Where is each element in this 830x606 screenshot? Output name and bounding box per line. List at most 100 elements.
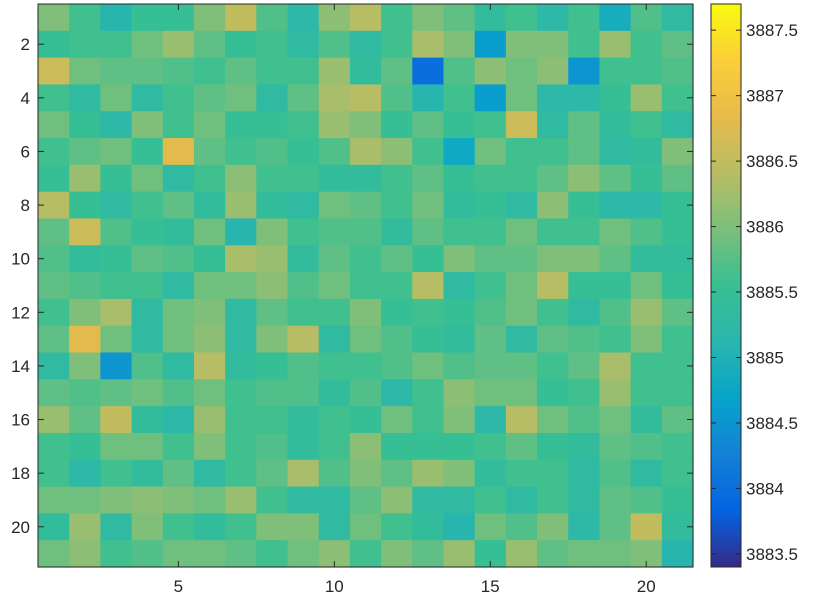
colorbar-segment	[711, 389, 741, 393]
heatmap-cell	[443, 218, 476, 246]
heatmap-cell	[443, 432, 476, 461]
heatmap-cell	[443, 379, 476, 407]
heatmap-cell	[599, 540, 632, 568]
heatmap-cell	[318, 352, 351, 380]
y-axis-ticks: 2 4 6 8 10 12 14 16 18 20	[11, 35, 693, 537]
heatmap-cell	[412, 352, 445, 380]
colorbar-segment	[711, 350, 741, 354]
colorbar-segment	[711, 533, 741, 537]
colorbar-segment	[711, 139, 741, 143]
heatmap-cell	[661, 4, 694, 32]
heatmap-cell	[69, 111, 101, 139]
heatmap-cell	[599, 111, 632, 139]
colorbar-segment	[711, 181, 741, 185]
heatmap-cell	[287, 486, 320, 514]
colorbar-segment	[711, 150, 741, 154]
colorbar-segment	[711, 49, 741, 53]
heatmap-cell	[318, 191, 351, 220]
colorbar-segment	[711, 510, 741, 515]
colorbar-segment	[711, 519, 741, 523]
colorbar-segment	[711, 63, 741, 67]
heatmap-cell	[381, 138, 413, 166]
colorbar-segment	[711, 125, 741, 129]
colorbar-segment	[711, 429, 741, 433]
colorbar-segment	[711, 94, 741, 98]
colorbar-segment	[711, 96, 741, 101]
heatmap-cell	[69, 30, 101, 59]
heatmap-cell	[505, 30, 538, 59]
x-tick-label: 10	[325, 577, 344, 596]
heatmap-cell	[474, 459, 507, 488]
heatmap-cell	[349, 4, 382, 32]
colorbar-segment	[711, 468, 741, 472]
colorbar-segment	[711, 257, 741, 261]
heatmap-cell	[630, 30, 663, 59]
heatmap-cell	[568, 352, 601, 380]
colorbar-segment	[711, 524, 741, 529]
heatmap-cell	[69, 486, 101, 514]
heatmap-cell	[287, 245, 320, 273]
heatmap-cell	[131, 57, 164, 86]
heatmap-cell	[100, 486, 133, 514]
heatmap-cell	[505, 432, 538, 461]
heatmap-cell	[505, 57, 538, 86]
heatmap-cell	[412, 30, 445, 59]
heatmap-cell	[474, 84, 507, 112]
colorbar-segment	[711, 372, 741, 377]
heatmap-cell	[318, 325, 351, 354]
colorbar-segment	[711, 367, 741, 371]
heatmap-cell	[381, 406, 413, 434]
heatmap-cell	[661, 111, 694, 139]
colorbar-segment	[711, 341, 741, 346]
heatmap-cell	[162, 459, 195, 488]
heatmap-cell	[537, 459, 569, 488]
heatmap-cell	[412, 486, 445, 514]
heatmap-cell	[630, 486, 663, 514]
heatmap-cell	[38, 432, 70, 461]
heatmap-cell	[287, 138, 320, 166]
heatmap-cell	[131, 540, 164, 568]
heatmap-cell	[287, 57, 320, 86]
colorbar-segment	[711, 243, 741, 247]
heatmap-cell	[131, 138, 164, 166]
heatmap-cell	[162, 57, 195, 86]
heatmap-cell	[225, 379, 257, 407]
colorbar-segment	[711, 54, 741, 58]
colorbar-segment	[711, 507, 741, 512]
heatmap-cell	[287, 379, 320, 407]
heatmap-cell	[381, 245, 413, 273]
colorbar-segment	[711, 564, 741, 568]
colorbar-segment	[711, 170, 741, 174]
heatmap-cell	[287, 164, 320, 193]
heatmap-cell	[661, 272, 694, 300]
colorbar-segment	[711, 167, 741, 171]
heatmap-cell	[69, 245, 101, 273]
colorbar-segment	[711, 189, 741, 194]
colorbar-segment	[711, 536, 741, 540]
heatmap-cell	[349, 191, 382, 220]
colorbar-segment	[711, 175, 741, 180]
colorbar-segment	[711, 32, 741, 36]
heatmap-cell	[318, 245, 351, 273]
heatmap-cell	[225, 432, 257, 461]
colorbar-segment	[711, 516, 741, 520]
heatmap-cell	[474, 30, 507, 59]
colorbar-segment	[711, 378, 741, 382]
heatmap-cell	[381, 459, 413, 488]
heatmap-cell	[349, 540, 382, 568]
heatmap-cell	[537, 540, 569, 568]
colorbar-segment	[711, 460, 741, 464]
colorbar-segment	[711, 479, 741, 484]
colorbar-segment	[711, 51, 741, 56]
heatmap-cell	[100, 218, 133, 246]
heatmap-cell	[505, 352, 538, 380]
colorbar-tick-label: 3885	[746, 349, 784, 368]
heatmap-cell	[505, 486, 538, 514]
heatmap-cell	[69, 218, 101, 246]
colorbar-segment	[711, 127, 741, 132]
heatmap-cell	[568, 379, 601, 407]
heatmap-cell	[381, 30, 413, 59]
heatmap-cell	[287, 272, 320, 300]
heatmap-cell	[349, 352, 382, 380]
